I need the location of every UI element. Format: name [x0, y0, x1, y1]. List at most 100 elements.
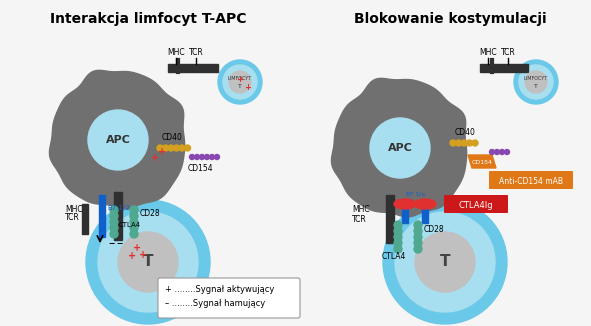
Circle shape: [184, 145, 190, 151]
Text: T: T: [238, 83, 242, 88]
Text: T: T: [534, 83, 538, 88]
Circle shape: [472, 140, 478, 146]
Text: T: T: [440, 255, 450, 270]
Text: –: –: [116, 238, 122, 250]
Circle shape: [190, 155, 194, 159]
Text: APC: APC: [388, 143, 413, 153]
Text: B7.1/a: B7.1/a: [405, 192, 425, 197]
Text: TCR: TCR: [189, 48, 203, 57]
Text: CD40: CD40: [455, 128, 476, 137]
Text: B7.1/2: B7.1/2: [107, 205, 130, 211]
Text: MHC: MHC: [479, 48, 497, 57]
Circle shape: [414, 221, 422, 229]
Circle shape: [414, 245, 422, 253]
Text: CD40: CD40: [162, 133, 183, 142]
Circle shape: [204, 155, 209, 159]
Circle shape: [394, 245, 402, 253]
Circle shape: [519, 65, 553, 99]
Text: Blokowanie kostymulacji: Blokowanie kostymulacji: [353, 12, 546, 26]
Circle shape: [218, 60, 262, 104]
Circle shape: [414, 227, 422, 235]
Text: TCR: TCR: [352, 215, 367, 225]
Text: MHC: MHC: [167, 48, 185, 57]
Circle shape: [414, 233, 422, 241]
Text: + ........Sygnał aktywujący: + ........Sygnał aktywujący: [165, 286, 274, 294]
Circle shape: [394, 227, 402, 235]
Circle shape: [456, 140, 462, 146]
Text: +: +: [236, 76, 243, 84]
Text: CD154: CD154: [472, 159, 492, 165]
FancyBboxPatch shape: [158, 278, 300, 318]
Circle shape: [110, 218, 118, 226]
Text: +: +: [139, 250, 147, 260]
Circle shape: [130, 218, 138, 226]
Circle shape: [461, 140, 467, 146]
Circle shape: [130, 212, 138, 220]
Text: CTLA4Ig: CTLA4Ig: [459, 200, 493, 210]
Circle shape: [86, 200, 210, 324]
Circle shape: [505, 150, 509, 155]
Text: CD154: CD154: [187, 164, 213, 173]
Circle shape: [489, 150, 495, 155]
Text: T: T: [143, 255, 153, 270]
Circle shape: [88, 110, 148, 170]
Circle shape: [395, 212, 495, 312]
Text: TCR: TCR: [501, 48, 515, 57]
Circle shape: [394, 239, 402, 247]
Circle shape: [130, 230, 138, 238]
Text: CD28: CD28: [424, 226, 444, 234]
Circle shape: [450, 140, 456, 146]
Text: +: +: [158, 147, 166, 157]
Circle shape: [174, 145, 180, 151]
Text: Interakcja limfocyt T-APC: Interakcja limfocyt T-APC: [50, 12, 246, 26]
Circle shape: [168, 145, 174, 151]
Bar: [99, 195, 105, 237]
Ellipse shape: [394, 199, 416, 209]
Text: LIMFOCYT: LIMFOCYT: [524, 77, 548, 82]
Circle shape: [209, 155, 215, 159]
Ellipse shape: [414, 199, 436, 209]
Circle shape: [98, 212, 198, 312]
Text: LIMFOCYT: LIMFOCYT: [228, 77, 252, 82]
Circle shape: [415, 232, 475, 292]
Text: +: +: [128, 251, 136, 261]
Text: –: –: [108, 238, 114, 250]
Bar: [168, 64, 218, 72]
Circle shape: [200, 155, 204, 159]
Circle shape: [370, 118, 430, 178]
Text: CD28: CD28: [140, 209, 161, 217]
Text: CTLA4: CTLA4: [382, 252, 406, 261]
Circle shape: [163, 145, 168, 151]
Circle shape: [394, 233, 402, 241]
Circle shape: [514, 60, 558, 104]
Bar: [402, 205, 408, 223]
Circle shape: [215, 155, 219, 159]
Circle shape: [394, 221, 402, 229]
Circle shape: [414, 239, 422, 247]
Circle shape: [157, 145, 163, 151]
Circle shape: [223, 65, 257, 99]
Text: +: +: [245, 82, 252, 92]
Circle shape: [229, 71, 251, 93]
Circle shape: [194, 155, 200, 159]
Circle shape: [110, 206, 118, 214]
Circle shape: [118, 232, 178, 292]
Text: – ........Sygnał hamujący: – ........Sygnał hamujący: [165, 300, 265, 308]
Bar: [114, 192, 122, 240]
Circle shape: [495, 150, 499, 155]
Circle shape: [110, 230, 118, 238]
Polygon shape: [332, 78, 467, 217]
Polygon shape: [50, 70, 184, 209]
Bar: [422, 205, 428, 223]
Text: MHC: MHC: [65, 205, 83, 215]
Text: APC: APC: [106, 135, 131, 145]
Polygon shape: [468, 155, 496, 168]
Circle shape: [499, 150, 505, 155]
Circle shape: [130, 206, 138, 214]
Circle shape: [466, 140, 472, 146]
Text: TCR: TCR: [65, 214, 80, 223]
Text: +: +: [133, 243, 141, 253]
Bar: [480, 64, 528, 72]
Circle shape: [110, 212, 118, 220]
Bar: [386, 195, 394, 243]
